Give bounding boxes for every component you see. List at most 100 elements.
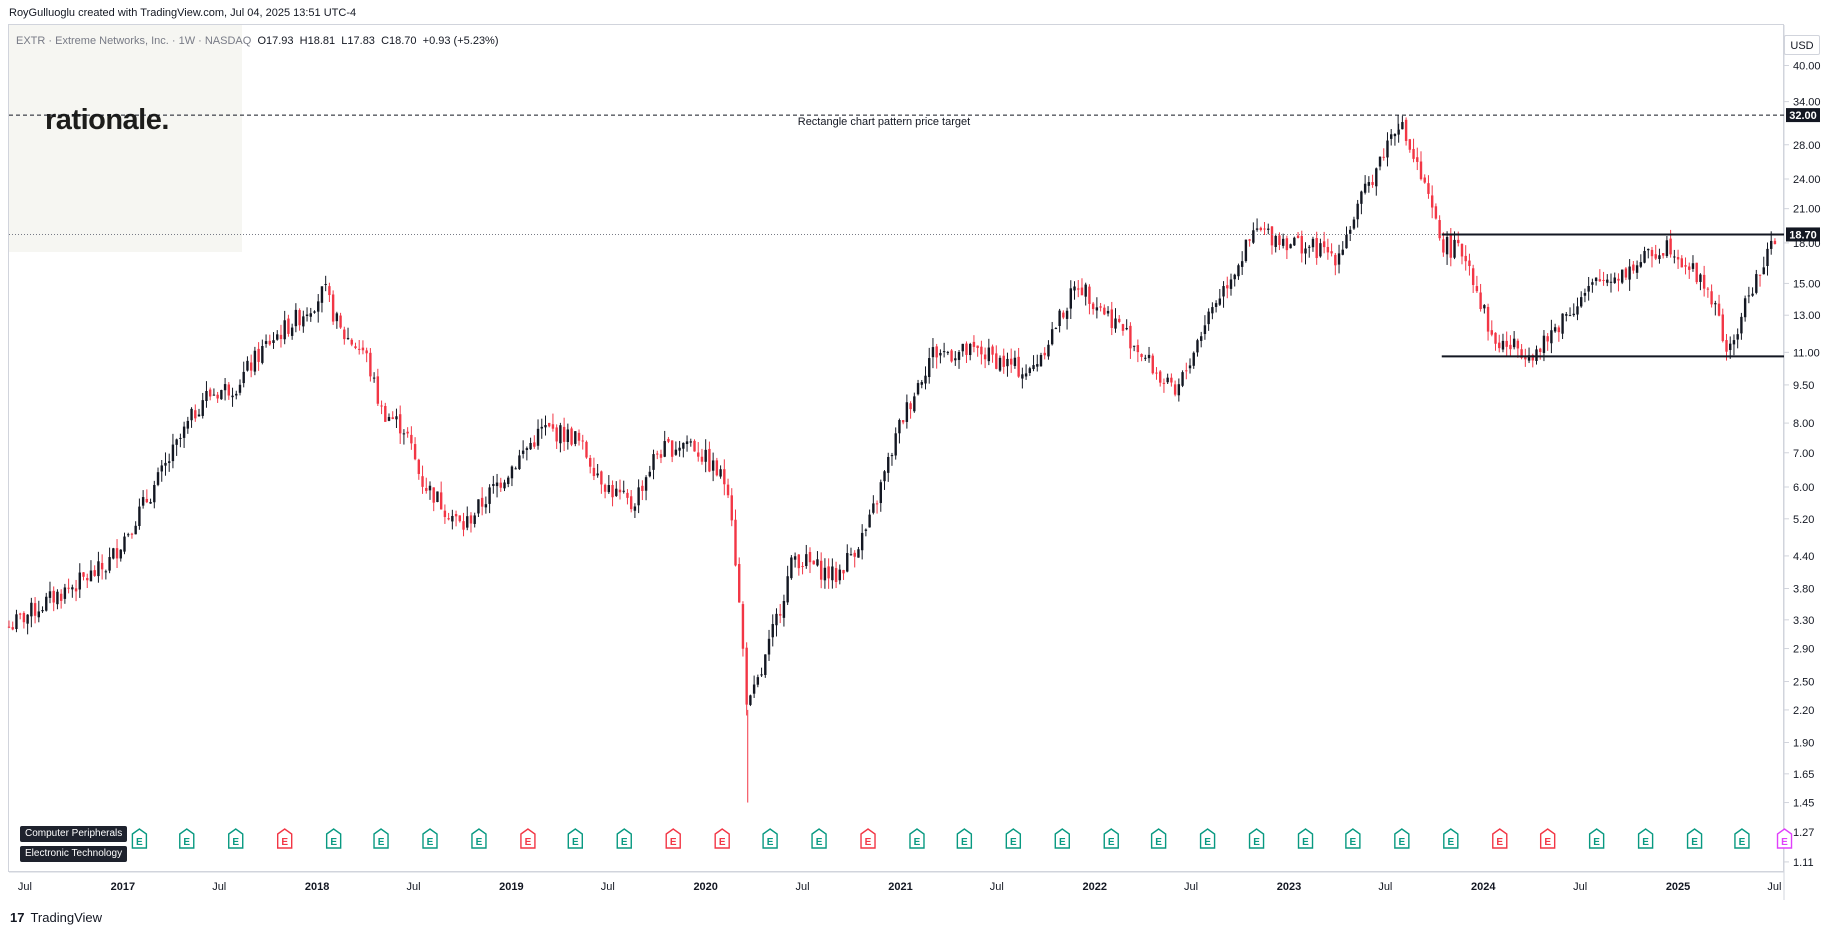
candle-body — [1062, 312, 1065, 318]
symbol-legend[interactable]: EXTR · Extreme Networks, Inc. · 1W · NAS… — [16, 35, 499, 47]
candle-body — [1620, 269, 1624, 283]
earnings-marker-icon[interactable]: E — [1394, 828, 1410, 849]
price-tick-label: 2.20 — [1793, 705, 1814, 717]
earnings-marker-icon[interactable]: E — [860, 828, 876, 849]
earnings-marker-icon[interactable]: E — [1248, 828, 1265, 849]
candle-body — [898, 420, 901, 434]
earnings-marker-icon[interactable]: E — [665, 828, 681, 849]
candle-body — [581, 440, 584, 442]
earnings-marker-icon[interactable]: E — [956, 828, 973, 849]
candle-body — [574, 431, 577, 444]
earnings-marker-icon[interactable]: E — [1588, 828, 1605, 849]
candle-body — [1281, 238, 1285, 246]
earnings-marker-icon[interactable]: E — [131, 828, 148, 849]
candle-body — [1498, 342, 1501, 349]
price-tick-label: 2.90 — [1793, 644, 1814, 656]
candle-body — [22, 612, 26, 623]
candle-body — [637, 487, 640, 506]
candle-body — [913, 396, 916, 412]
earnings-marker-icon[interactable]: E — [1492, 828, 1508, 849]
earnings-marker-label: E — [1059, 837, 1066, 848]
earnings-marker-icon[interactable]: E — [762, 828, 778, 849]
candle-body — [592, 467, 596, 477]
time-tick-label: 2018 — [305, 881, 329, 893]
earnings-marker-icon[interactable]: E — [422, 828, 438, 849]
earnings-marker-icon[interactable]: E — [373, 828, 389, 849]
candle-body — [1330, 251, 1333, 254]
candle-body — [398, 414, 402, 434]
candle-body — [473, 515, 476, 524]
earnings-marker-icon[interactable]: E — [325, 828, 342, 849]
candle-body — [1125, 327, 1128, 330]
candle-body — [980, 346, 983, 355]
candle-body — [1635, 265, 1639, 273]
candle-body — [462, 521, 465, 530]
candle-body — [1408, 139, 1412, 150]
candle-body — [901, 420, 905, 423]
candle-body — [648, 471, 652, 477]
time-tick-label: Jul — [601, 881, 615, 893]
price-axis[interactable]: 40.0034.0028.0024.0021.0018.0015.0013.00… — [1784, 61, 1821, 869]
tradingview-footer[interactable]: 17 TradingView — [10, 910, 102, 925]
candle-body — [1706, 288, 1710, 290]
earnings-marker-icon[interactable]: E — [616, 828, 632, 849]
candle-body — [18, 613, 22, 615]
earnings-marker-icon[interactable]: E — [567, 828, 583, 849]
symbol-name[interactable]: EXTR · Extreme Networks, Inc. · 1W · NAS… — [16, 35, 252, 47]
candle-body — [26, 614, 29, 624]
earnings-marker-icon[interactable]: E — [1345, 828, 1361, 849]
candle-body — [1315, 238, 1318, 259]
candle-body — [1758, 274, 1762, 276]
earnings-marker-label: E — [330, 837, 337, 848]
candle-body — [503, 482, 506, 489]
candle-body — [63, 587, 67, 599]
candle-body — [939, 352, 942, 356]
earnings-marker-icon[interactable]: E — [1637, 828, 1654, 849]
earnings-marker-icon[interactable]: E — [1054, 828, 1070, 849]
candle-body — [1755, 274, 1758, 293]
earnings-marker-icon[interactable]: E — [1539, 828, 1556, 849]
sector-badge-computer-peripherals[interactable]: Computer Peripherals — [20, 826, 128, 842]
candle-body — [480, 497, 484, 507]
candle-body — [1352, 219, 1356, 229]
earnings-marker-icon[interactable]: E — [1297, 828, 1314, 849]
earnings-marker-icon[interactable]: E — [1150, 828, 1167, 849]
earnings-marker-icon[interactable]: E — [1005, 828, 1022, 849]
price-tick-label: 1.11 — [1793, 857, 1814, 869]
candle-body — [1367, 182, 1371, 186]
candle-body — [298, 310, 301, 326]
candle-body — [622, 490, 625, 492]
earnings-marker-icon[interactable]: E — [714, 828, 730, 849]
earnings-marker-icon[interactable]: E — [179, 828, 195, 849]
candle-body — [197, 414, 201, 417]
candle-body — [559, 425, 562, 444]
sector-badge-electronic-technology[interactable]: Electronic Technology — [20, 846, 128, 862]
candle-body — [1214, 303, 1218, 307]
earnings-marker-icon[interactable]: E — [1103, 828, 1119, 849]
candle-body — [365, 350, 368, 354]
candle-body — [1032, 365, 1035, 370]
candle-body — [689, 441, 692, 443]
candle-body — [436, 491, 439, 503]
earnings-marker-icon[interactable]: E — [1199, 828, 1216, 849]
time-axis[interactable]: Jul 2017 Jul 2018 Jul 2019 Jul 2020 Jul 2021 Jul 20… — [18, 881, 1781, 893]
candle-body — [1147, 354, 1151, 359]
candle-body — [1453, 239, 1456, 258]
earnings-marker-icon[interactable]: E — [1686, 828, 1703, 849]
earnings-marker-icon[interactable]: E — [909, 828, 925, 849]
earnings-marker-icon[interactable]: E — [276, 828, 293, 849]
candle-body — [987, 347, 991, 362]
candle-body — [1267, 228, 1270, 230]
earnings-marker-icon[interactable]: E — [228, 828, 244, 849]
candle-body — [1430, 195, 1434, 208]
earnings-marker-icon[interactable]: E — [1776, 828, 1793, 849]
candle-body — [1412, 148, 1415, 159]
earnings-marker-icon[interactable]: E — [1443, 828, 1459, 849]
candle-body — [995, 353, 998, 369]
earnings-marker-icon[interactable]: E — [1734, 828, 1750, 849]
earnings-marker-icon[interactable]: E — [811, 828, 827, 849]
earnings-marker-label: E — [1593, 837, 1600, 848]
earnings-marker-icon[interactable]: E — [471, 828, 487, 849]
earnings-marker-icon[interactable]: E — [520, 828, 536, 849]
